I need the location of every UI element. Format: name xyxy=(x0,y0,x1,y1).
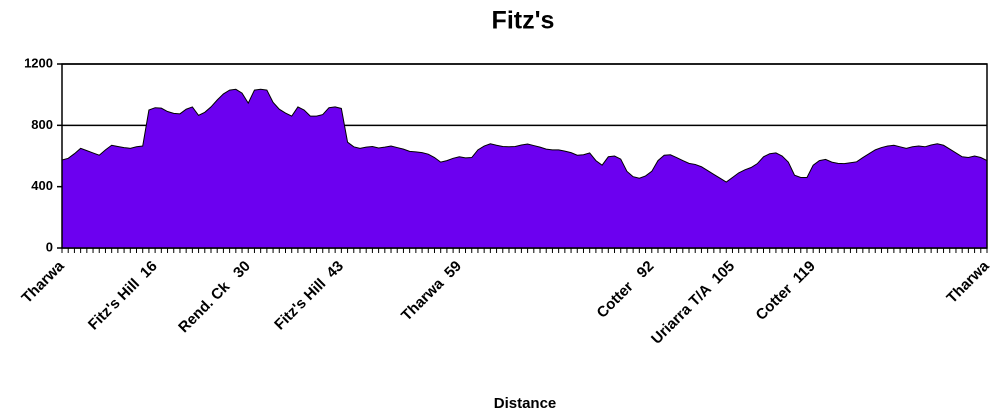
area xyxy=(61,88,988,249)
x-tick-label: Fitz's Hill 16 xyxy=(85,258,161,334)
y-tick-label: 1200 xyxy=(24,55,53,70)
x-tick-label: Uriarra T/A 105 xyxy=(648,258,738,348)
x-tick-label: Rend. Ck 30 xyxy=(175,258,254,337)
x-tick-label: Cotter 119 xyxy=(753,258,819,324)
y-tick-label: 400 xyxy=(31,178,53,193)
y-tick-label: 0 xyxy=(46,239,53,254)
y-tick-label: 800 xyxy=(31,117,53,132)
x-tick-label: Fitz's Hill 43 xyxy=(271,258,347,334)
x-tick-label: Cotter 92 xyxy=(594,258,658,322)
chart-title: Fitz's xyxy=(492,7,555,35)
x-tick-label: Tharwa xyxy=(18,257,68,307)
x-axis-title: Distance xyxy=(494,395,557,412)
x-tick-label: Tharwa 59 xyxy=(398,258,465,325)
x-tick-label: Tharwa xyxy=(943,257,993,307)
plot-frame xyxy=(61,63,988,249)
